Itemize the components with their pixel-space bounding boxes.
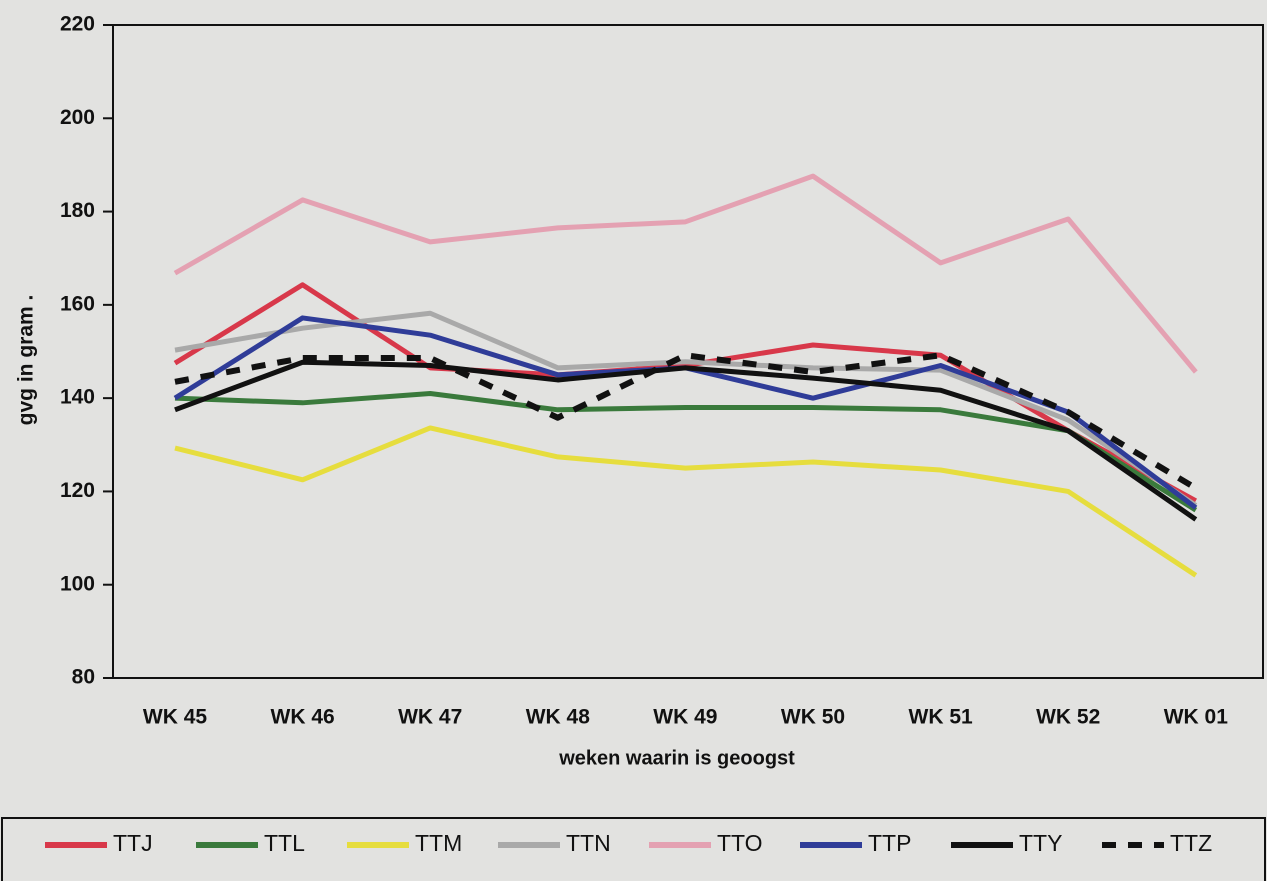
plot-frame — [112, 24, 1264, 679]
y-tick-label: 100 — [60, 572, 95, 595]
y-tick-label: 140 — [60, 386, 95, 409]
y-tick-label: 160 — [60, 292, 95, 315]
y-tick-label: 80 — [72, 666, 95, 689]
legend-label: TTM — [415, 830, 462, 856]
y-tick-label: 200 — [60, 106, 95, 129]
x-tick-label: WK 45 — [143, 706, 208, 729]
series-line — [174, 390, 1198, 513]
series-line — [174, 352, 1198, 491]
legend-label: TTZ — [1170, 830, 1212, 856]
y-tick-label: 220 — [60, 13, 95, 36]
x-tick-label: WK 52 — [1036, 706, 1100, 729]
legend-frame — [1, 817, 1266, 881]
x-tick-label: WK 50 — [781, 706, 845, 729]
legend-label: TTN — [566, 830, 611, 856]
x-tick-label: WK 46 — [271, 706, 335, 729]
series-line — [174, 425, 1198, 578]
legend-label: TTY — [1019, 830, 1062, 856]
series-line — [173, 173, 1198, 374]
x-tick-label: WK 01 — [1164, 706, 1229, 729]
y-axis-title: gvg in gram . — [15, 295, 38, 426]
x-tick-label: WK 51 — [909, 706, 974, 729]
x-tick-label: WK 49 — [653, 706, 717, 729]
x-tick-label: WK 48 — [526, 706, 591, 729]
legend-label: TTO — [717, 830, 763, 856]
x-tick-label: WK 47 — [398, 706, 462, 729]
series-line — [174, 359, 1198, 522]
legend-label: TTJ — [113, 830, 153, 856]
y-tick-label: 120 — [60, 479, 95, 502]
y-tick-label: 180 — [60, 199, 95, 222]
legend-label: TTP — [868, 830, 911, 856]
legend-label: TTL — [264, 830, 305, 856]
x-axis-title: weken waarin is geoogst — [558, 747, 795, 769]
